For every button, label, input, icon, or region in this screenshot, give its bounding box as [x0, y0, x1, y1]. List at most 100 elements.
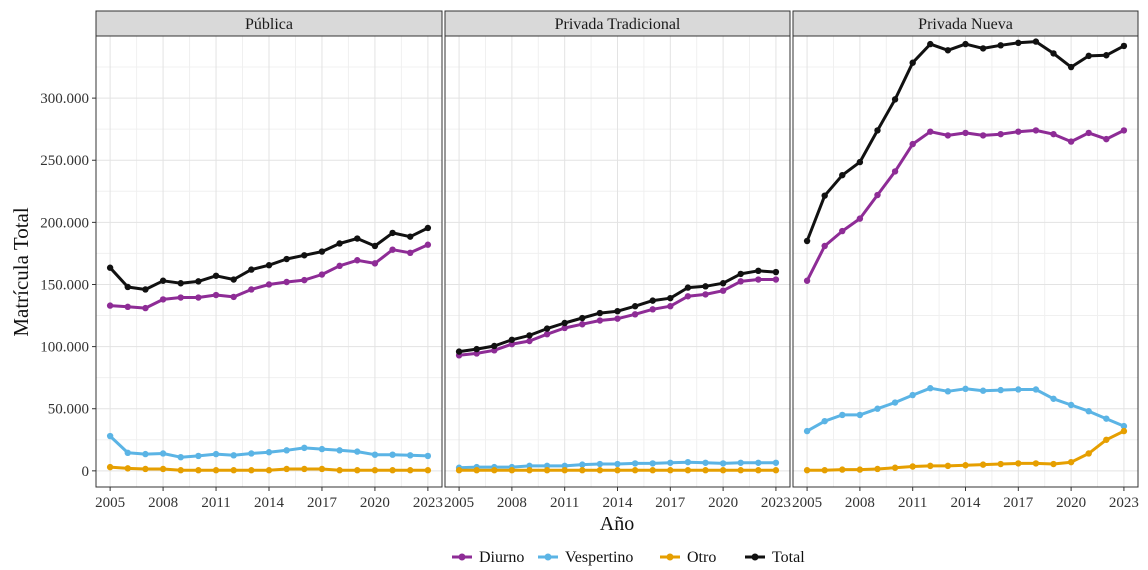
data-point [702, 467, 709, 474]
data-point [596, 467, 604, 474]
data-point [473, 345, 480, 353]
data-point [1032, 386, 1040, 393]
data-point [248, 266, 255, 273]
data-point [177, 280, 184, 287]
x-tick-label: 2020 [708, 495, 738, 511]
data-point [407, 452, 414, 459]
data-point [354, 467, 361, 474]
data-point [962, 385, 969, 393]
panel-title: Privada Nueva [918, 16, 1013, 33]
y-tick-label: 50.000 [48, 402, 89, 418]
panel-2: Privada Nueva 2005 2008 2011 2014 2017 2020 202… [792, 10, 1139, 511]
data-point [614, 307, 621, 315]
data-point [265, 281, 273, 288]
data-point [1015, 39, 1022, 47]
data-point [159, 450, 167, 457]
data-point [491, 467, 498, 474]
data-point [177, 453, 184, 461]
x-tick-label: 2008 [497, 495, 527, 511]
data-point [909, 59, 916, 66]
data-point [944, 388, 952, 395]
data-point [336, 262, 343, 270]
data-point [106, 463, 114, 471]
panel-1: Privada Tradicional 2005 2008 2011 2014 2017 2… [444, 10, 791, 511]
series-vespertino [803, 385, 1128, 435]
data-point [755, 459, 762, 466]
data-point [318, 248, 326, 255]
data-point [1120, 422, 1128, 430]
data-point [649, 460, 656, 467]
data-point [389, 451, 396, 458]
data-point [265, 467, 273, 474]
x-tick-label: 2017 [1003, 495, 1034, 511]
data-point [856, 411, 864, 419]
data-point [737, 467, 744, 474]
data-point [909, 140, 916, 148]
data-point [856, 215, 864, 222]
legend-key-point [666, 553, 674, 561]
series-total [455, 267, 780, 355]
panel-strip [792, 10, 1139, 37]
data-point [579, 467, 586, 474]
data-point [455, 348, 463, 355]
data-point [354, 257, 361, 264]
x-tick-label: 2011 [550, 495, 579, 511]
data-point [719, 287, 727, 294]
legend-label: Otro [687, 549, 716, 566]
data-point [579, 461, 586, 468]
data-point [301, 465, 308, 473]
data-point [839, 466, 846, 473]
data-point [508, 336, 516, 343]
data-point [649, 297, 656, 304]
series-total [106, 224, 432, 293]
data-point [283, 278, 290, 286]
data-point [667, 467, 674, 474]
data-point [1103, 436, 1110, 443]
data-point [177, 294, 184, 301]
y-axis-title: Matrícula Total [9, 207, 33, 337]
data-point [159, 465, 167, 473]
data-point [667, 303, 674, 310]
data-point [124, 283, 131, 291]
panel-0: Pública 2005 2008 2011 2014 2017 2020 2023 [95, 10, 443, 511]
data-point [336, 467, 343, 474]
data-point [772, 467, 780, 474]
legend-key-point [544, 553, 552, 561]
data-point [667, 459, 674, 466]
data-point [772, 276, 780, 283]
data-point [737, 459, 744, 466]
data-point [543, 325, 551, 332]
data-point [962, 129, 969, 137]
data-point [212, 450, 220, 458]
data-point [1015, 460, 1022, 467]
data-point [1050, 395, 1057, 402]
data-point [248, 450, 255, 457]
data-point [248, 467, 255, 474]
data-point [195, 294, 202, 301]
data-point [212, 291, 220, 299]
data-point [212, 272, 220, 279]
data-point [265, 449, 273, 456]
data-point [579, 314, 586, 322]
legend-label: Diurno [479, 549, 524, 566]
data-point [649, 467, 656, 474]
data-point [318, 465, 326, 473]
data-point [265, 262, 273, 269]
data-point [803, 427, 811, 435]
y-tick-label: 150.000 [40, 277, 89, 293]
data-point [631, 303, 639, 310]
data-point [719, 467, 727, 474]
data-point [631, 467, 639, 474]
data-point [839, 411, 846, 419]
legend-item-total: Total [745, 549, 805, 566]
data-point [684, 467, 692, 474]
data-point [962, 462, 969, 469]
data-point [684, 284, 692, 291]
data-point [424, 224, 432, 232]
data-point [106, 432, 114, 440]
data-point [596, 309, 604, 317]
data-point [737, 278, 744, 285]
data-point [962, 40, 969, 48]
data-point [631, 460, 639, 467]
data-point [543, 330, 551, 338]
